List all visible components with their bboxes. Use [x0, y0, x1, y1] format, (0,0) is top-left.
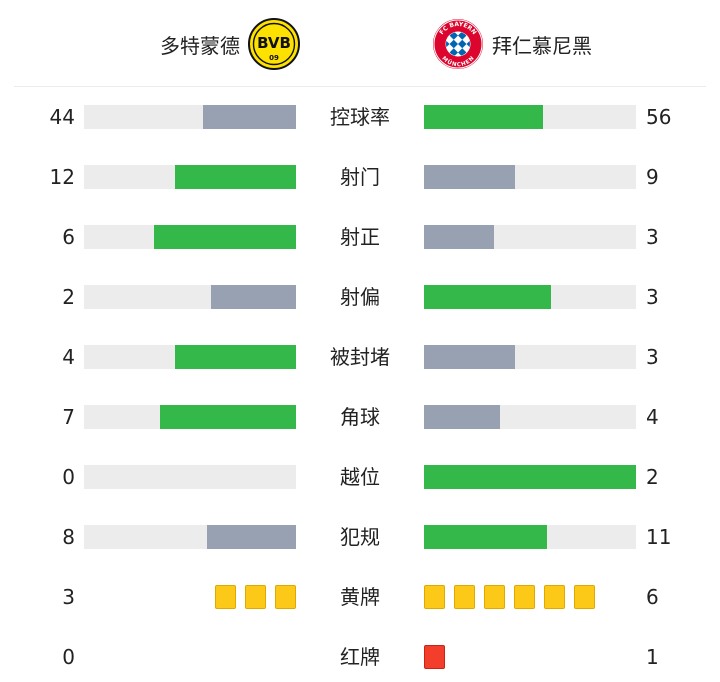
card-away-icons [424, 585, 595, 609]
card-away-value: 1 [646, 645, 659, 669]
stat-away-value: 2 [646, 465, 659, 489]
yellow-card-icon [215, 585, 236, 609]
stat-label: 射偏 [340, 285, 380, 309]
bvb-logo-text: BVB [257, 34, 291, 52]
stat-away-value: 9 [646, 165, 659, 189]
stat-away-value: 56 [646, 105, 672, 129]
stat-home-value: 0 [62, 465, 75, 489]
stat-home-bar-fill [207, 525, 296, 549]
stat-row[interactable]: 0 越位 2 [0, 457, 720, 497]
card-label: 黄牌 [340, 585, 380, 609]
stat-away-bar-fill [424, 525, 547, 549]
stat-away-bar-track [424, 225, 636, 249]
red-card-icon [424, 645, 445, 669]
stat-label: 被封堵 [330, 345, 390, 369]
stat-home-bar-track [84, 525, 296, 549]
stat-label: 越位 [340, 465, 380, 489]
stat-away-value: 3 [646, 345, 659, 369]
yellow-card-icon [574, 585, 595, 609]
home-team-name: 多特蒙德 [160, 33, 240, 58]
stat-away-bar-fill [424, 285, 551, 309]
stat-away-bar-track [424, 105, 636, 129]
stat-home-bar-fill [203, 105, 296, 129]
stat-away-bar-fill [424, 225, 494, 249]
stat-row[interactable]: 7 角球 4 [0, 397, 720, 437]
stat-away-value: 3 [646, 285, 659, 309]
yellow-card-icon [514, 585, 535, 609]
stat-label: 犯规 [340, 525, 380, 549]
stat-home-bar-fill [175, 165, 296, 189]
stat-row[interactable]: 2 射偏 3 [0, 277, 720, 317]
stat-home-bar-fill [160, 405, 296, 429]
stat-away-bar-fill [424, 345, 515, 369]
yellow-card-icon [484, 585, 505, 609]
card-away-icons [424, 645, 445, 669]
stat-row[interactable]: 8 犯规 11 [0, 517, 720, 557]
card-home-icons [215, 585, 296, 609]
stat-home-value: 8 [62, 525, 75, 549]
stat-label: 控球率 [330, 105, 390, 129]
stat-home-bar-track [84, 285, 296, 309]
stat-away-bar-fill [424, 405, 500, 429]
stat-away-bar-track [424, 465, 636, 489]
stat-away-bar-fill [424, 165, 515, 189]
stat-home-value: 6 [62, 225, 75, 249]
stat-row[interactable]: 4 被封堵 3 [0, 337, 720, 377]
stat-row[interactable]: 6 射正 3 [0, 217, 720, 257]
stat-away-bar-track [424, 525, 636, 549]
stat-away-value: 4 [646, 405, 659, 429]
stat-home-bar-track [84, 225, 296, 249]
stat-label: 角球 [340, 405, 380, 429]
yellow-card-icon [454, 585, 475, 609]
stat-home-bar-track [84, 345, 296, 369]
yellow-card-icon [544, 585, 565, 609]
stat-home-bar-fill [154, 225, 296, 249]
stat-row[interactable]: 44 控球率 56 [0, 97, 720, 137]
home-team[interactable]: 多特蒙德 BVB 09 [160, 16, 300, 72]
away-team[interactable]: FC BAYERN MÜNCHEN 拜仁慕尼黑 [432, 16, 592, 72]
stat-home-value: 44 [49, 105, 75, 129]
stat-home-bar-fill [175, 345, 296, 369]
stat-home-value: 12 [49, 165, 75, 189]
card-home-value: 3 [62, 585, 75, 609]
stat-label: 射正 [340, 225, 380, 249]
stat-home-bar-track [84, 465, 296, 489]
stat-away-value: 11 [646, 525, 672, 549]
stat-away-bar-track [424, 345, 636, 369]
bvb-logo-icon: BVB 09 [248, 18, 300, 70]
stat-home-bar-track [84, 105, 296, 129]
stat-home-bar-track [84, 405, 296, 429]
yellow-card-icon [245, 585, 266, 609]
away-team-name: 拜仁慕尼黑 [492, 33, 592, 58]
stat-row[interactable]: 12 射门 9 [0, 157, 720, 197]
stat-away-bar-track [424, 405, 636, 429]
yellow-card-icon [424, 585, 445, 609]
stat-home-value: 2 [62, 285, 75, 309]
stat-home-bar-fill [211, 285, 296, 309]
header-divider [14, 86, 706, 87]
stat-label: 射门 [340, 165, 380, 189]
match-header: 多特蒙德 BVB 09 FC BAYERN MÜNCHEN [0, 0, 720, 86]
stat-home-value: 4 [62, 345, 75, 369]
stat-away-value: 3 [646, 225, 659, 249]
stat-away-bar-track [424, 285, 636, 309]
stat-away-bar-fill [424, 465, 636, 489]
card-away-value: 6 [646, 585, 659, 609]
yellow-card-icon [275, 585, 296, 609]
card-row[interactable]: 3 黄牌 6 [0, 577, 720, 617]
bayern-logo-icon: FC BAYERN MÜNCHEN [433, 19, 483, 69]
card-home-value: 0 [62, 645, 75, 669]
stat-away-bar-fill [424, 105, 543, 129]
bvb-logo-number: 09 [269, 54, 279, 62]
stat-home-value: 7 [62, 405, 75, 429]
card-row[interactable]: 0 红牌 1 [0, 637, 720, 677]
stat-away-bar-track [424, 165, 636, 189]
card-label: 红牌 [340, 645, 380, 669]
stat-home-bar-track [84, 165, 296, 189]
